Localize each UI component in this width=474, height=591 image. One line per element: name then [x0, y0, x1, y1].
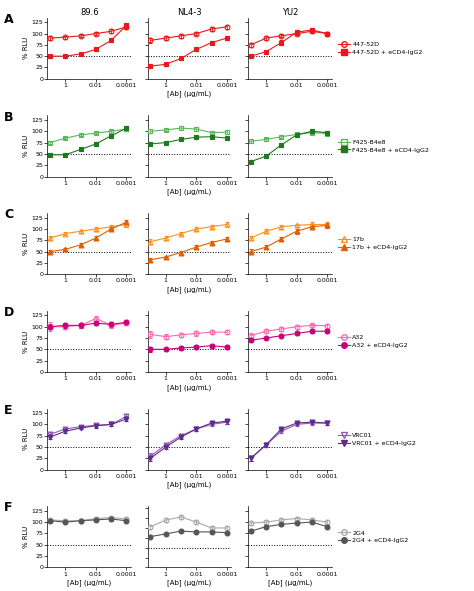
Legend: F425-B4e8, F425-B4e8 + eCD4-IgG2: F425-B4e8, F425-B4e8 + eCD4-IgG2	[336, 137, 432, 155]
Legend: VRC01, VRC01 + eCD4-IgG2: VRC01, VRC01 + eCD4-IgG2	[336, 430, 419, 448]
Text: B: B	[4, 111, 13, 124]
Y-axis label: % RLU: % RLU	[23, 330, 29, 352]
Title: NL4-3: NL4-3	[177, 8, 202, 17]
X-axis label: [Ab] (μg/mL): [Ab] (μg/mL)	[167, 286, 212, 293]
Legend: 2G4, 2G4 + eCD4-IgG2: 2G4, 2G4 + eCD4-IgG2	[336, 528, 411, 546]
Legend: 447-52D, 447-52D + eCD4-IgG2: 447-52D, 447-52D + eCD4-IgG2	[336, 39, 425, 57]
Text: F: F	[4, 501, 12, 514]
Legend: 17b, 17b + eCD4-IgG2: 17b, 17b + eCD4-IgG2	[336, 235, 410, 253]
Title: YU2: YU2	[282, 8, 298, 17]
Legend: A32, A32 + eCD4-IgG2: A32, A32 + eCD4-IgG2	[336, 332, 410, 350]
X-axis label: [Ab] (μg/mL): [Ab] (μg/mL)	[167, 189, 212, 195]
Y-axis label: % RLU: % RLU	[23, 135, 29, 157]
Y-axis label: % RLU: % RLU	[23, 233, 29, 255]
X-axis label: [Ab] (μg/mL): [Ab] (μg/mL)	[167, 91, 212, 98]
X-axis label: [Ab] (μg/mL): [Ab] (μg/mL)	[167, 384, 212, 391]
X-axis label: [Ab] (μg/mL): [Ab] (μg/mL)	[167, 482, 212, 488]
Text: E: E	[4, 404, 12, 417]
X-axis label: [Ab] (μg/mL): [Ab] (μg/mL)	[268, 579, 312, 586]
Y-axis label: % RLU: % RLU	[23, 526, 29, 548]
Title: 89.6: 89.6	[80, 8, 99, 17]
Text: D: D	[4, 306, 14, 319]
X-axis label: [Ab] (μg/mL): [Ab] (μg/mL)	[67, 579, 111, 586]
Y-axis label: % RLU: % RLU	[23, 428, 29, 450]
Text: C: C	[4, 208, 13, 221]
X-axis label: [Ab] (μg/mL): [Ab] (μg/mL)	[167, 579, 212, 586]
Y-axis label: % RLU: % RLU	[23, 37, 29, 59]
Text: A: A	[4, 13, 14, 26]
